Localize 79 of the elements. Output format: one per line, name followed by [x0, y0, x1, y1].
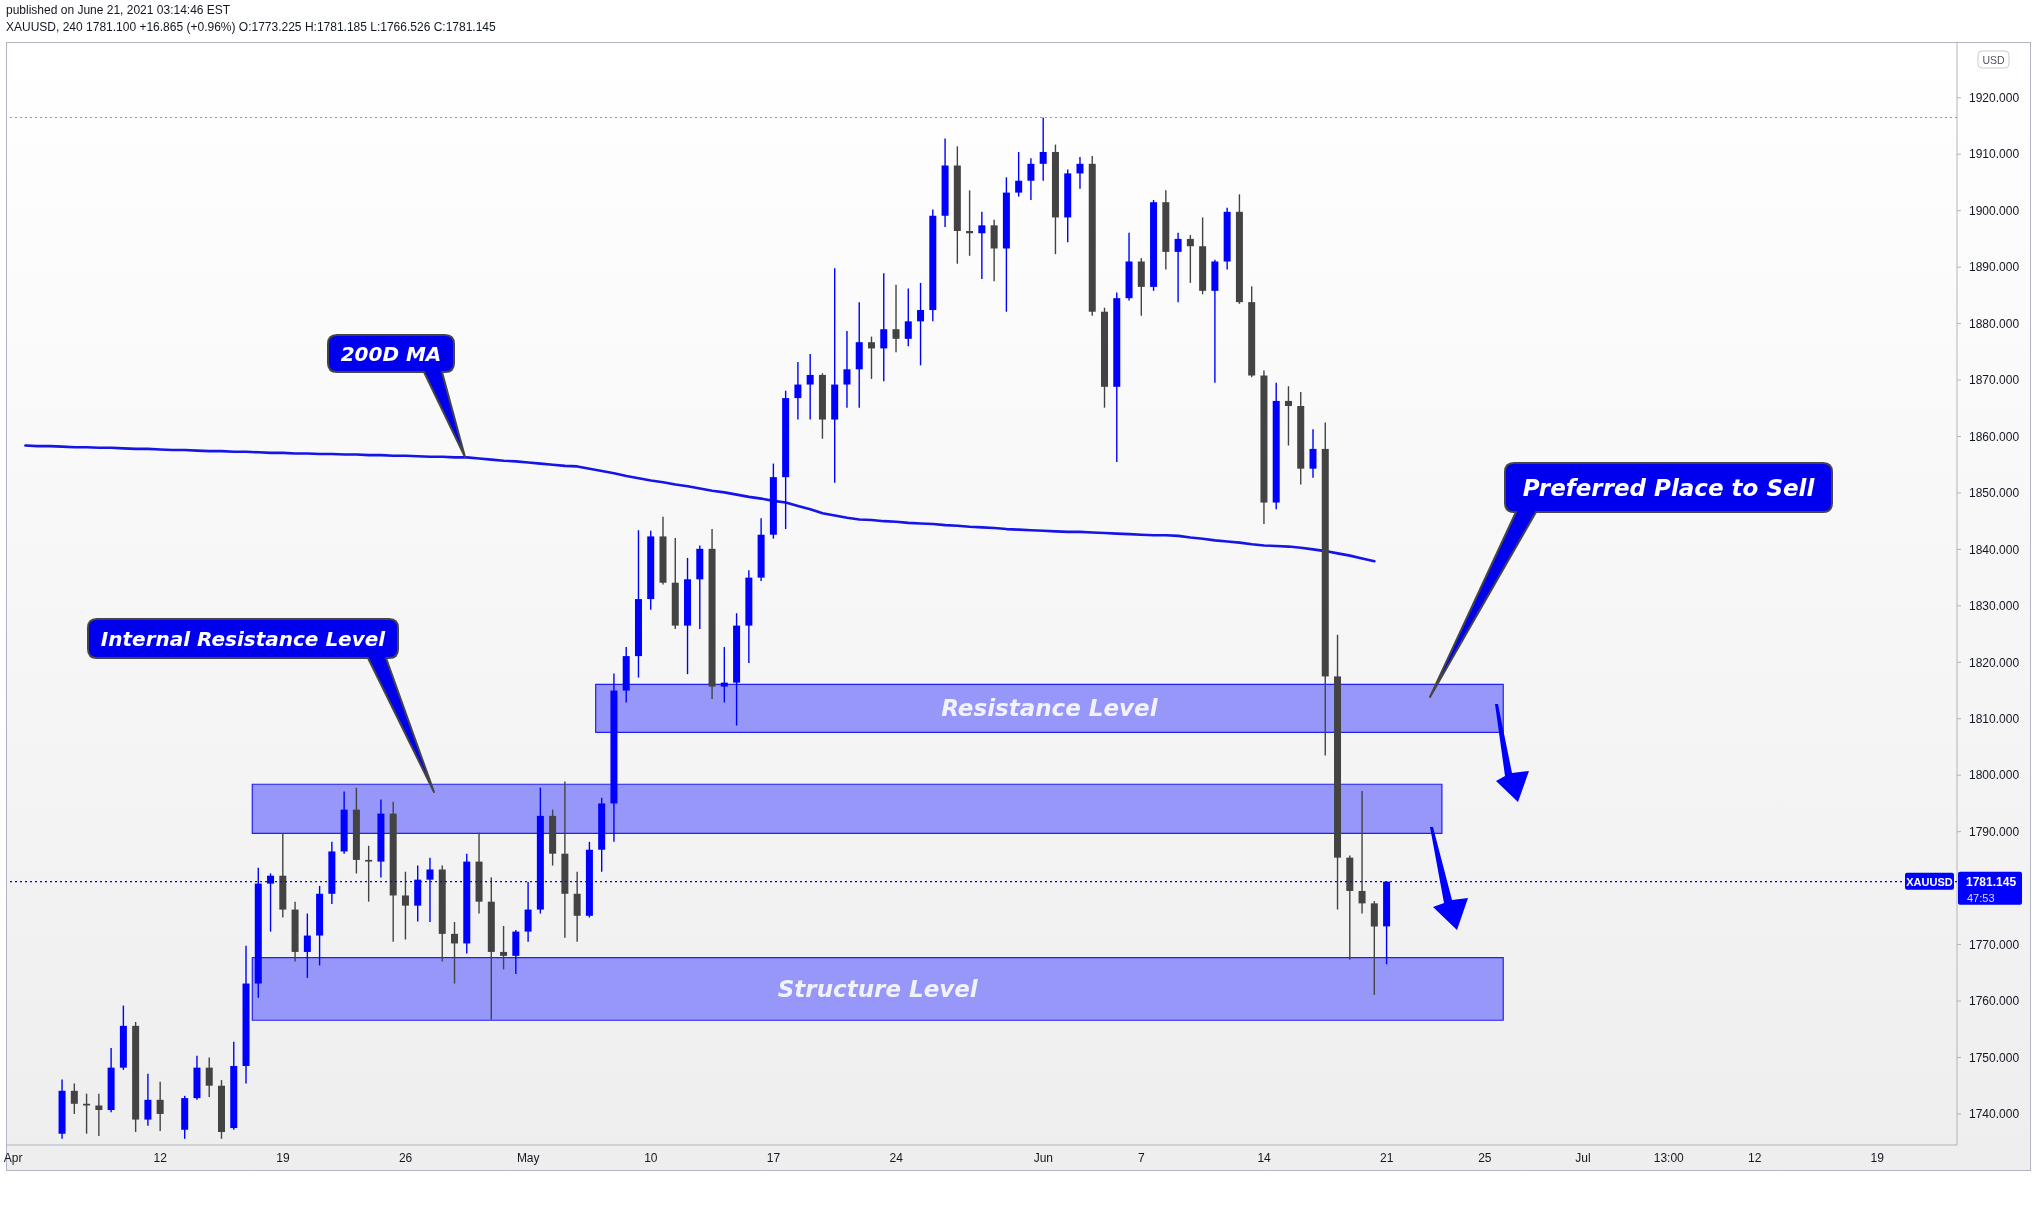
y-tick-label: 1750.000 — [1969, 1050, 2020, 1065]
x-tick-label: Apr — [3, 1151, 23, 1165]
candlestick — [978, 211, 986, 280]
candlestick — [451, 921, 459, 985]
y-tick-label: 1910.000 — [1969, 147, 2020, 162]
candlestick — [880, 272, 888, 382]
x-tick-label: 17 — [766, 1151, 781, 1165]
candlestick — [524, 881, 532, 943]
candlestick — [144, 1073, 152, 1127]
y-tick-label: 1870.000 — [1969, 373, 2020, 388]
candlestick — [720, 646, 728, 704]
y-tick-label: 1840.000 — [1969, 542, 2020, 557]
x-tick-label: 13:00 — [1653, 1151, 1685, 1165]
candlestick — [1174, 231, 1182, 303]
candlestick — [1370, 900, 1378, 996]
y-tick-label: 1760.000 — [1969, 994, 2020, 1009]
candlestick — [990, 219, 998, 282]
y-tick-label: 1890.000 — [1969, 260, 2020, 275]
x-tick-label: 12 — [153, 1151, 168, 1165]
candlestick — [303, 912, 311, 979]
y-tick-label: 1790.000 — [1969, 824, 2020, 839]
x-tick-label: Jul — [1575, 1151, 1591, 1165]
y-tick-label: 1920.000 — [1969, 91, 2020, 106]
candlestick — [806, 353, 814, 421]
candlestick — [156, 1081, 164, 1132]
band-label: Structure Level — [777, 975, 979, 1002]
x-tick-label: 19 — [276, 1151, 290, 1165]
candlestick — [917, 282, 925, 367]
candlestick — [904, 287, 912, 347]
x-tick-label: 14 — [1257, 1151, 1272, 1165]
candlestick — [843, 330, 851, 409]
text: USD — [1982, 53, 2005, 66]
band-label: Resistance Level — [941, 695, 1159, 722]
candlestick — [365, 845, 373, 903]
x-tick-label: Jun — [1033, 1151, 1053, 1165]
x-tick-label: 26 — [398, 1151, 413, 1165]
x-tick-label: 12 — [1747, 1151, 1762, 1165]
x-tick-label: 21 — [1380, 1151, 1394, 1165]
y-tick-label: 1770.000 — [1969, 937, 2020, 952]
candlestick — [867, 335, 875, 380]
y-tick-label: 1810.000 — [1969, 712, 2020, 727]
y-tick-label: 1900.000 — [1969, 203, 2020, 218]
x-tick-label: 10 — [644, 1151, 658, 1165]
y-tick-label: 1800.000 — [1969, 768, 2020, 783]
annotation: Preferred Place to Sell — [1522, 474, 1816, 501]
text: 1781.145 — [1966, 875, 2017, 889]
y-tick-label: 1850.000 — [1969, 486, 2020, 501]
candlestick — [500, 925, 508, 971]
chart-title: XAUUSD, 240 1781.100 +16.865 (+0.96%) O:1773.225 H:1781.185 L:1766.526 C:1781.145 — [6, 20, 496, 34]
candlestick — [70, 1082, 78, 1115]
candlestick — [892, 283, 900, 354]
candlestick — [1358, 790, 1366, 915]
candlestick — [401, 871, 409, 941]
text: 47:53 — [1967, 892, 1995, 904]
candlestick — [1309, 428, 1317, 479]
y-tick-label: 1880.000 — [1969, 316, 2020, 331]
annotation: Internal Resistance Level — [100, 626, 387, 651]
x-tick-label: 19 — [1870, 1151, 1885, 1165]
candlestick — [1284, 385, 1292, 447]
y-tick-label: 1820.000 — [1969, 655, 2020, 670]
annotation: 200D MA — [340, 341, 442, 366]
candlestick — [1027, 157, 1035, 201]
y-tick-label: 1860.000 — [1969, 429, 2020, 444]
y-tick-label: 1830.000 — [1969, 599, 2020, 614]
candlestick — [1015, 151, 1023, 198]
x-tick-label: May — [516, 1151, 540, 1165]
candlestick — [573, 871, 581, 943]
text: published on June 21, 2021 03:14:46 EST — [6, 3, 231, 17]
x-tick-label: 24 — [889, 1151, 904, 1165]
candlestick — [794, 361, 802, 421]
y-tick-label: 1740.000 — [1969, 1107, 2020, 1122]
line-series — [24, 444, 1376, 563]
candlestick — [1186, 234, 1194, 284]
candlestick — [205, 1056, 213, 1098]
candlestick — [1076, 156, 1084, 190]
x-tick-label: 7 — [1138, 1151, 1146, 1165]
candlestick — [95, 1092, 103, 1137]
x-tick-label: 25 — [1478, 1151, 1492, 1165]
candlestick — [1039, 116, 1047, 182]
